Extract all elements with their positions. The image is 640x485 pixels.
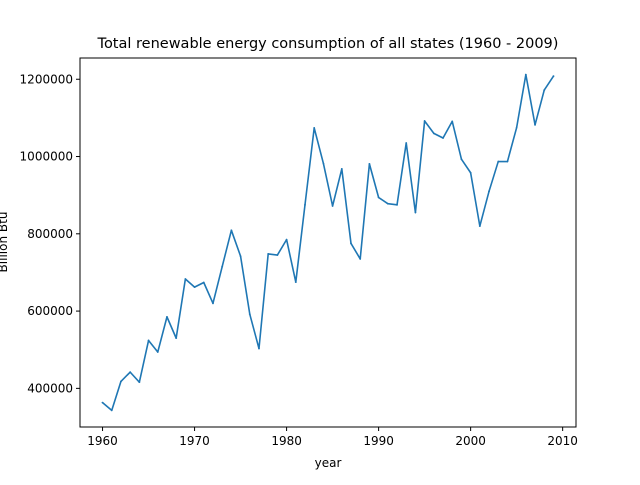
data-point bbox=[175, 337, 178, 340]
x-tick-label: 1980 bbox=[271, 434, 302, 448]
x-tick-label: 1970 bbox=[179, 434, 210, 448]
data-point bbox=[304, 203, 306, 206]
data-point bbox=[405, 142, 408, 144]
data-point bbox=[414, 211, 417, 214]
data-point bbox=[442, 137, 444, 139]
data-point bbox=[515, 126, 518, 129]
data-point bbox=[138, 381, 141, 384]
data-point bbox=[386, 202, 389, 205]
data-point bbox=[534, 123, 536, 126]
y-axis-label: Billion Btu bbox=[0, 212, 10, 273]
data-point bbox=[460, 158, 463, 161]
data-point bbox=[248, 313, 251, 316]
y-tick-label: 1000000 bbox=[20, 150, 73, 164]
data-point bbox=[267, 253, 270, 255]
data-point bbox=[258, 347, 260, 350]
data-point bbox=[322, 162, 325, 165]
chart-title: Total renewable energy consumption of al… bbox=[97, 36, 559, 52]
data-point bbox=[313, 127, 316, 129]
data-point bbox=[359, 258, 362, 260]
data-point bbox=[552, 75, 555, 78]
data-point bbox=[368, 162, 371, 165]
data-point bbox=[340, 167, 343, 170]
data-point bbox=[423, 120, 426, 122]
data-point bbox=[184, 278, 187, 280]
data-point bbox=[451, 120, 454, 123]
data-point bbox=[120, 380, 122, 383]
y-tick-label: 800000 bbox=[27, 227, 73, 241]
y-tick-label: 400000 bbox=[27, 381, 73, 395]
data-point bbox=[212, 302, 214, 305]
data-point bbox=[202, 281, 205, 284]
data-point bbox=[239, 255, 242, 258]
data-point bbox=[129, 371, 132, 374]
data-point bbox=[276, 254, 279, 256]
data-point bbox=[497, 160, 500, 163]
x-axis-ticks: 1960 1970 1980 1990 2000 2010 bbox=[87, 427, 578, 448]
data-point bbox=[156, 351, 159, 353]
data-point bbox=[294, 281, 297, 283]
data-point bbox=[110, 409, 113, 412]
data-point bbox=[101, 401, 104, 404]
y-tick-label: 1200000 bbox=[20, 72, 73, 86]
data-point bbox=[396, 203, 398, 206]
x-tick-label: 1960 bbox=[87, 434, 118, 448]
axes-frame bbox=[79, 57, 577, 428]
data-point bbox=[193, 286, 196, 289]
x-tick-label: 1990 bbox=[363, 434, 394, 448]
data-point bbox=[469, 171, 472, 174]
y-tick-label: 600000 bbox=[27, 304, 73, 318]
data-point bbox=[524, 73, 527, 76]
y-axis-ticks: 400000 600000 800000 1000000 1200000 bbox=[20, 72, 80, 395]
series-line bbox=[101, 73, 555, 412]
x-tick-label: 2010 bbox=[547, 434, 578, 448]
data-point bbox=[166, 315, 168, 318]
data-point bbox=[147, 339, 150, 342]
data-point bbox=[478, 225, 481, 227]
data-point bbox=[432, 132, 435, 135]
data-point bbox=[377, 196, 380, 199]
data-point bbox=[350, 242, 352, 245]
data-point bbox=[285, 238, 288, 241]
plot-area bbox=[101, 73, 555, 412]
data-point bbox=[230, 229, 233, 232]
x-tick-label: 2000 bbox=[455, 434, 486, 448]
data-point bbox=[331, 205, 334, 207]
data-point bbox=[221, 265, 224, 268]
x-axis-label: year bbox=[315, 456, 342, 470]
data-point bbox=[506, 160, 509, 163]
data-point bbox=[543, 89, 546, 91]
data-point bbox=[488, 190, 490, 193]
